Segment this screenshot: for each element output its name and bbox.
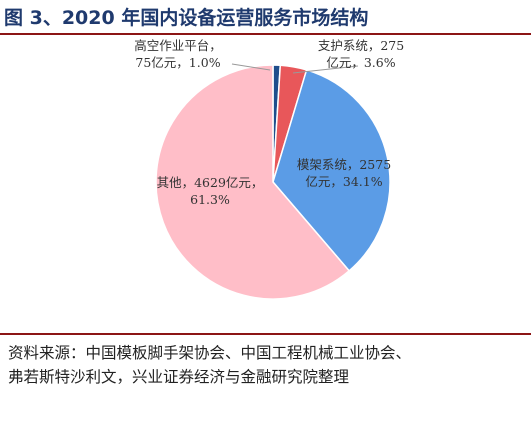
leader-line-2	[292, 65, 359, 74]
pie-chart: 高空作业平台， 75亿元，1.0% 支护系统，275 亿元，3.6% 模架系统，2575…	[0, 36, 531, 332]
leader-line-1	[231, 63, 271, 71]
pie-slice-3	[272, 68, 391, 272]
source-line-1: 资料来源：中国模板脚手架协会、中国工程机械工业协会、	[8, 344, 412, 362]
source-note: 资料来源：中国模板脚手架协会、中国工程机械工业协会、 弗若斯特沙利文，兴业证券经…	[8, 341, 523, 389]
pie-chart-svg: 高空作业平台， 75亿元，1.0% 支护系统，275 亿元，3.6% 模架系统，2575…	[134, 38, 404, 300]
pie-slice-4	[155, 64, 351, 300]
source-line-2: 弗若斯特沙利文，兴业证券经济与金融研究院整理	[8, 368, 350, 386]
figure-title-bar: 图 3、2020 年国内设备运营服务市场结构	[0, 0, 531, 33]
slice-label-3: 模架系统，2575 亿元，34.1%	[297, 157, 391, 189]
title-divider	[0, 33, 531, 35]
slice-label-4: 其他，4629亿元， 61.3%	[157, 175, 264, 207]
chart-title: 图 3、2020 年国内设备运营服务市场结构	[4, 7, 369, 29]
source-divider	[0, 333, 531, 335]
slice-label-1: 高空作业平台， 75亿元，1.0%	[134, 38, 222, 70]
slice-label-2: 支护系统，275 亿元，3.6%	[318, 38, 404, 70]
